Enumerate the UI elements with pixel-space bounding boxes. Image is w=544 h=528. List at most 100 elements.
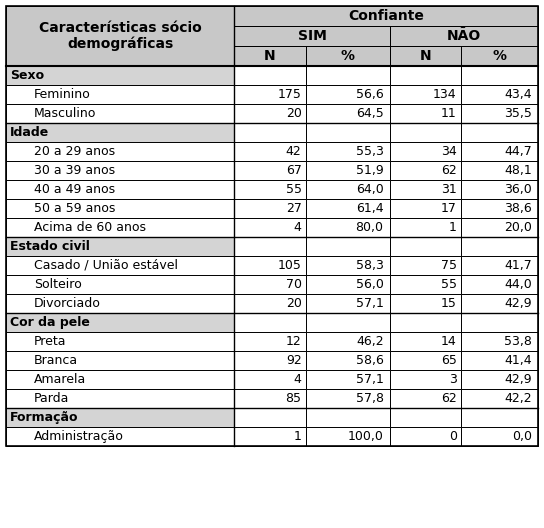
Text: 35,5: 35,5 <box>504 107 532 120</box>
Bar <box>390 351 461 370</box>
Text: 58,3: 58,3 <box>356 259 384 272</box>
Bar <box>6 142 234 161</box>
Bar <box>6 313 234 332</box>
Text: 4: 4 <box>294 373 301 386</box>
Bar <box>461 408 538 427</box>
Text: 0,0: 0,0 <box>512 430 532 443</box>
Bar <box>306 46 390 66</box>
Bar <box>234 6 538 26</box>
Text: 55,3: 55,3 <box>356 145 384 158</box>
Text: 4: 4 <box>294 221 301 234</box>
Text: 46,2: 46,2 <box>356 335 384 348</box>
Text: 80,0: 80,0 <box>356 221 384 234</box>
Bar <box>6 332 234 351</box>
Bar <box>306 180 390 199</box>
Bar <box>390 389 461 408</box>
Text: 1: 1 <box>449 221 457 234</box>
Text: %: % <box>341 49 355 63</box>
Bar <box>461 389 538 408</box>
Bar <box>234 427 306 446</box>
Bar <box>6 180 234 199</box>
Bar <box>234 85 306 104</box>
Bar <box>234 256 306 275</box>
Text: 12: 12 <box>286 335 301 348</box>
Text: 75: 75 <box>441 259 457 272</box>
Bar <box>461 275 538 294</box>
Bar <box>306 218 390 237</box>
Bar <box>461 46 538 66</box>
Text: NÃO: NÃO <box>447 29 481 43</box>
Text: 48,1: 48,1 <box>504 164 532 177</box>
Bar <box>306 123 390 142</box>
Text: 64,0: 64,0 <box>356 183 384 196</box>
Bar <box>306 237 390 256</box>
Text: 67: 67 <box>286 164 301 177</box>
Text: Acima de 60 anos: Acima de 60 anos <box>34 221 146 234</box>
Bar <box>234 199 306 218</box>
Bar <box>390 237 461 256</box>
Bar <box>6 199 234 218</box>
Text: 43,4: 43,4 <box>504 88 532 101</box>
Bar <box>461 313 538 332</box>
Text: 64,5: 64,5 <box>356 107 384 120</box>
Bar <box>461 370 538 389</box>
Bar <box>234 370 306 389</box>
Bar <box>390 85 461 104</box>
Bar <box>6 351 234 370</box>
Text: SIM: SIM <box>298 29 326 43</box>
Bar <box>234 218 306 237</box>
Text: Administração: Administração <box>34 430 124 443</box>
Text: Casado / União estável: Casado / União estável <box>34 259 178 272</box>
Text: N: N <box>264 49 276 63</box>
Text: Características sócio
demográficas: Características sócio demográficas <box>39 21 202 51</box>
Text: Formação: Formação <box>10 411 78 424</box>
Bar <box>306 85 390 104</box>
Text: 58,6: 58,6 <box>356 354 384 367</box>
Text: 30 a 39 anos: 30 a 39 anos <box>34 164 115 177</box>
Bar <box>306 161 390 180</box>
Bar <box>390 26 538 46</box>
Text: 3: 3 <box>449 373 457 386</box>
Bar <box>390 332 461 351</box>
Text: 31: 31 <box>441 183 457 196</box>
Bar <box>461 104 538 123</box>
Bar <box>390 427 461 446</box>
Bar <box>234 294 306 313</box>
Bar <box>234 332 306 351</box>
Text: 55: 55 <box>441 278 457 291</box>
Text: 65: 65 <box>441 354 457 367</box>
Text: 20: 20 <box>286 107 301 120</box>
Bar <box>390 199 461 218</box>
Bar <box>306 104 390 123</box>
Bar <box>6 389 234 408</box>
Text: 70: 70 <box>286 278 301 291</box>
Text: 41,7: 41,7 <box>504 259 532 272</box>
Text: 105: 105 <box>278 259 301 272</box>
Text: 85: 85 <box>286 392 301 405</box>
Text: 57,1: 57,1 <box>356 297 384 310</box>
Text: 51,9: 51,9 <box>356 164 384 177</box>
Bar <box>390 66 461 85</box>
Bar <box>461 294 538 313</box>
Text: 42,2: 42,2 <box>504 392 532 405</box>
Bar <box>461 123 538 142</box>
Bar <box>6 6 538 446</box>
Bar <box>6 104 234 123</box>
Text: 92: 92 <box>286 354 301 367</box>
Bar <box>390 313 461 332</box>
Bar <box>390 408 461 427</box>
Bar <box>390 46 461 66</box>
Text: 100,0: 100,0 <box>348 430 384 443</box>
Bar <box>234 142 306 161</box>
Text: Solteiro: Solteiro <box>34 278 82 291</box>
Bar <box>6 66 234 85</box>
Bar <box>306 351 390 370</box>
Text: 42,9: 42,9 <box>504 297 532 310</box>
Bar <box>390 294 461 313</box>
Bar <box>461 256 538 275</box>
Bar <box>6 6 234 66</box>
Text: 1: 1 <box>294 430 301 443</box>
Bar <box>6 123 234 142</box>
Bar <box>390 142 461 161</box>
Text: Confiante: Confiante <box>348 9 424 23</box>
